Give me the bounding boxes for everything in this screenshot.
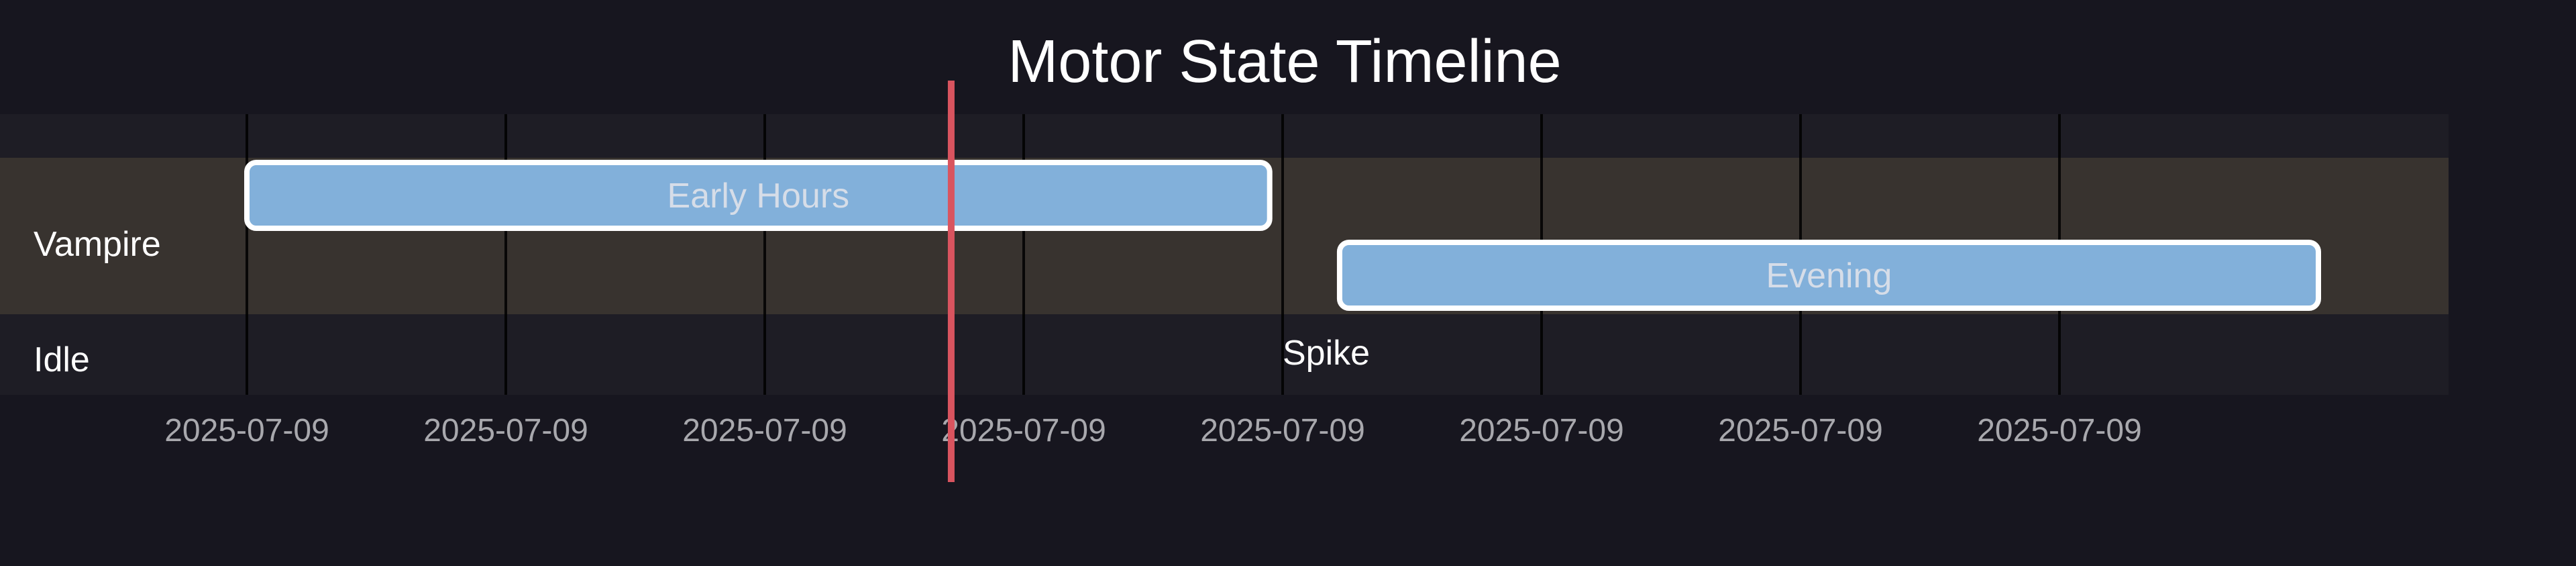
chart-title: Motor State Timeline — [1008, 28, 1561, 95]
x-tick-label: 2025-07-09 — [941, 413, 1106, 449]
x-axis-ticks: 2025-07-09 2025-07-09 2025-07-09 2025-07-09… — [164, 413, 2142, 449]
lane-label: Vampire — [34, 225, 161, 264]
timeline-bar[interactable] — [244, 160, 1273, 231]
lane-label: Idle — [34, 340, 90, 379]
x-tick-label: 2025-07-09 — [1459, 413, 1624, 449]
timeline-bars: Early Hours Evening — [244, 160, 2321, 311]
timeline-markers: Spike — [1283, 334, 1370, 373]
lane-band — [0, 314, 2449, 395]
bar-label: Evening — [1766, 256, 1892, 295]
x-tick-label: 2025-07-09 — [164, 413, 329, 449]
x-tick-label: 2025-07-09 — [1977, 413, 2142, 449]
x-tick-label: 2025-07-09 — [423, 413, 588, 449]
x-tick-label: 2025-07-09 — [1200, 413, 1365, 449]
marker-label: Spike — [1283, 334, 1370, 373]
x-tick-label: 2025-07-09 — [1718, 413, 1883, 449]
bar-label: Early Hours — [667, 177, 850, 216]
x-tick-label: 2025-07-09 — [682, 413, 847, 449]
timeline-bar[interactable] — [1336, 240, 2321, 311]
